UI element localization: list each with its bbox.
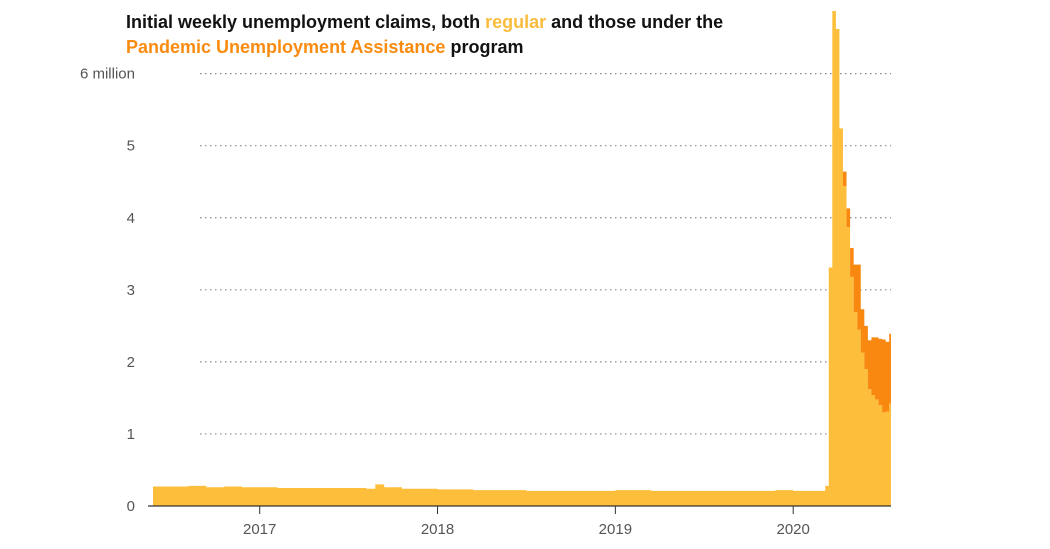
pua-claims-area [842,171,891,413]
y-tick-label: 1 [127,426,135,443]
title-part-3: program [445,37,524,57]
y-tick-label: 0 [127,498,135,515]
regular-claims-area [153,10,891,507]
y-tick-label: 5 [127,138,135,155]
y-tick-label: 6 million [80,66,135,83]
y-tick-label: 2 [127,354,135,371]
x-tick-label: 2017 [243,521,276,538]
gridlines [200,73,891,435]
y-tick-label: 4 [127,210,135,227]
y-tick-label: 3 [127,282,135,299]
x-tick-label: 2018 [421,521,454,538]
data-areas [153,10,891,507]
title-pua-keyword: Pandemic Unemployment Assistance [126,37,446,57]
x-tick-label: 2019 [599,521,632,538]
x-tick-label: 2020 [777,521,810,538]
title-part-1: Initial weekly unemployment claims, both [126,12,486,32]
title-regular-keyword: regular [485,12,547,32]
axes: 0 1 2 3 4 5 6 million 2017 2018 2019 2020 [80,66,891,538]
title-part-2: and those under the [546,12,724,32]
chart-title: Initial weekly unemployment claims, both… [126,10,846,60]
